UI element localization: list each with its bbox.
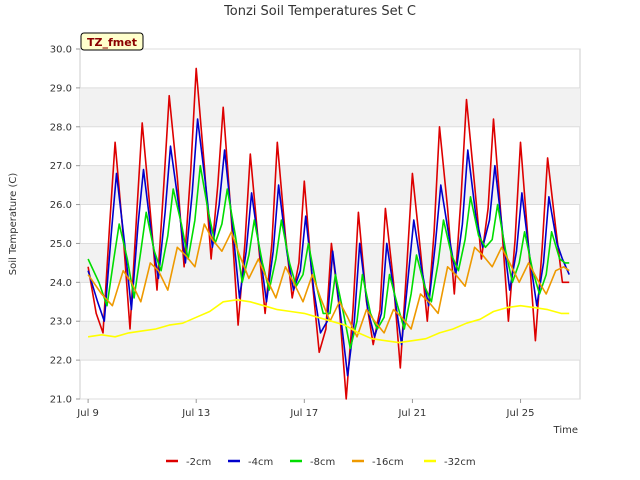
chart-title: Tonzi Soil Temperatures Set C bbox=[223, 4, 416, 19]
x-tick-label: Jul 17 bbox=[289, 408, 318, 419]
y-tick-label: 28.0 bbox=[50, 122, 72, 133]
legend-label: -2cm bbox=[186, 457, 211, 468]
series-line-minus-8cm bbox=[87, 164, 570, 350]
y-tick-label: 29.0 bbox=[50, 83, 72, 94]
site-label: TZ_fmet bbox=[87, 36, 137, 49]
site-label-box: TZ_fmet bbox=[80, 32, 144, 51]
x-axis-ticks: Jul 9 Jul 13 Jul 17 Jul 21 Jul 25 bbox=[76, 399, 535, 419]
legend-label: -32cm bbox=[444, 457, 476, 468]
series-line-minus-2cm bbox=[87, 67, 570, 400]
y-tick-label: 21.0 bbox=[50, 395, 72, 406]
y-tick-label: 27.0 bbox=[50, 161, 72, 172]
y-tick-label: 23.0 bbox=[50, 317, 72, 328]
y-axis-ticks: 21.0 22.0 23.0 24.0 25.0 26.0 27.0 28.0 29.0 30.0 bbox=[50, 45, 80, 406]
grid-band bbox=[80, 321, 580, 361]
x-tick-label: Jul 9 bbox=[76, 408, 99, 419]
y-tick-label: 25.0 bbox=[50, 239, 72, 250]
y-tick-label: 22.0 bbox=[50, 356, 72, 367]
series-line-minus-4cm bbox=[87, 118, 570, 377]
legend-label: -4cm bbox=[248, 457, 273, 468]
x-tick-label: Jul 13 bbox=[181, 408, 210, 419]
series-layer bbox=[87, 67, 570, 400]
x-axis-label: Time bbox=[553, 425, 578, 436]
legend-label: -8cm bbox=[310, 457, 335, 468]
series-line-minus-16cm bbox=[87, 223, 570, 338]
grid-band bbox=[80, 165, 580, 205]
y-tick-label: 26.0 bbox=[50, 200, 72, 211]
legend: -2cm -4cm -8cm -16cm -32cm bbox=[166, 457, 476, 468]
grid-band bbox=[80, 87, 580, 127]
x-tick-label: Jul 25 bbox=[506, 408, 535, 419]
y-tick-label: 24.0 bbox=[50, 278, 72, 289]
y-tick-label: 30.0 bbox=[50, 45, 72, 56]
x-tick-label: Jul 21 bbox=[397, 408, 426, 419]
y-axis-label: Soil Temperature (C) bbox=[8, 173, 19, 276]
legend-label: -16cm bbox=[372, 457, 404, 468]
series-line-minus-32cm bbox=[87, 298, 570, 344]
